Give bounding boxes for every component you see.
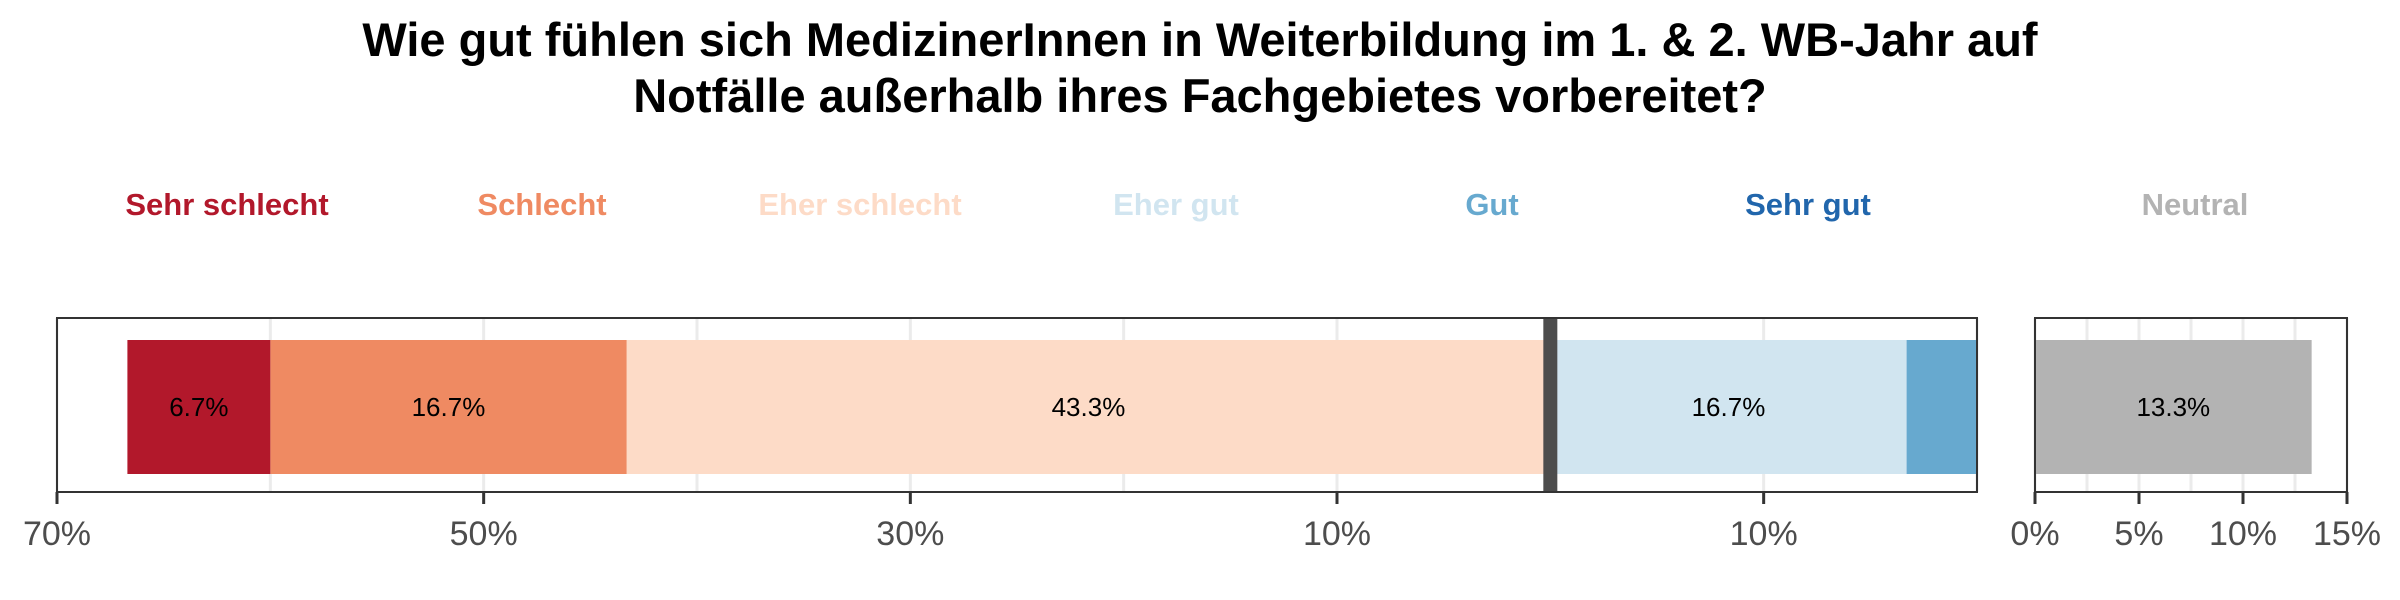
legend-item-eher-schlecht: Eher schlecht <box>758 187 961 222</box>
bar-segment-gut <box>1906 340 1977 474</box>
neutral-x-tick-label: 0% <box>2010 515 2059 553</box>
neutral-x-tick-label: 5% <box>2114 515 2163 553</box>
data-label-neutral: 13.3% <box>2136 392 2210 422</box>
x-tick-label: 50% <box>450 515 518 553</box>
x-tick-label: 10% <box>1303 515 1371 553</box>
neutral-panel-border <box>2034 317 2348 493</box>
x-tick-label: 30% <box>876 515 944 553</box>
bar-segment-eher-gut <box>1550 340 1907 474</box>
legend-item-sehr-gut: Sehr gut <box>1745 187 1871 222</box>
legend-item-schlecht: Schlecht <box>477 187 606 222</box>
neutral-x-tick-label: 15% <box>2313 515 2381 553</box>
legend: Sehr schlecht Schlecht Eher schlecht Eher g… <box>125 187 2248 222</box>
bar-segment-eher-schlecht <box>626 340 1551 474</box>
bar-segment-schlecht <box>270 340 627 474</box>
main-panel: 43.3% 16.7% 6.7% 16.7% 70% 50% 30% 10% 10% <box>23 317 1979 553</box>
main-panel-border <box>56 317 1978 493</box>
data-label-eher-gut: 16.7% <box>1692 392 1766 422</box>
legend-item-gut: Gut <box>1465 187 1518 222</box>
x-tick-label: 10% <box>1730 515 1798 553</box>
neutral-x-tick-label: 10% <box>2209 515 2277 553</box>
bar-segment-neutral <box>2035 340 2312 474</box>
data-label-sehr-schlecht: 6.7% <box>169 392 228 422</box>
bar-segment-sehr-schlecht <box>127 340 271 474</box>
x-tick-label: 70% <box>23 515 91 553</box>
data-label-schlecht: 16.7% <box>412 392 486 422</box>
legend-item-eher-gut: Eher gut <box>1113 187 1239 222</box>
legend-item-neutral: Neutral <box>2142 187 2249 222</box>
data-label-eher-schlecht: 43.3% <box>1052 392 1126 422</box>
chart-title-line-2: Notfälle außerhalb ihres Fachgebietes vo… <box>633 69 1767 122</box>
neutral-panel: 13.3% 0% 5% 10% 15% <box>2010 317 2381 553</box>
chart-title-line-1: Wie gut fühlen sich MedizinerInnen in We… <box>362 13 2038 66</box>
legend-item-sehr-schlecht: Sehr schlecht <box>125 187 328 222</box>
